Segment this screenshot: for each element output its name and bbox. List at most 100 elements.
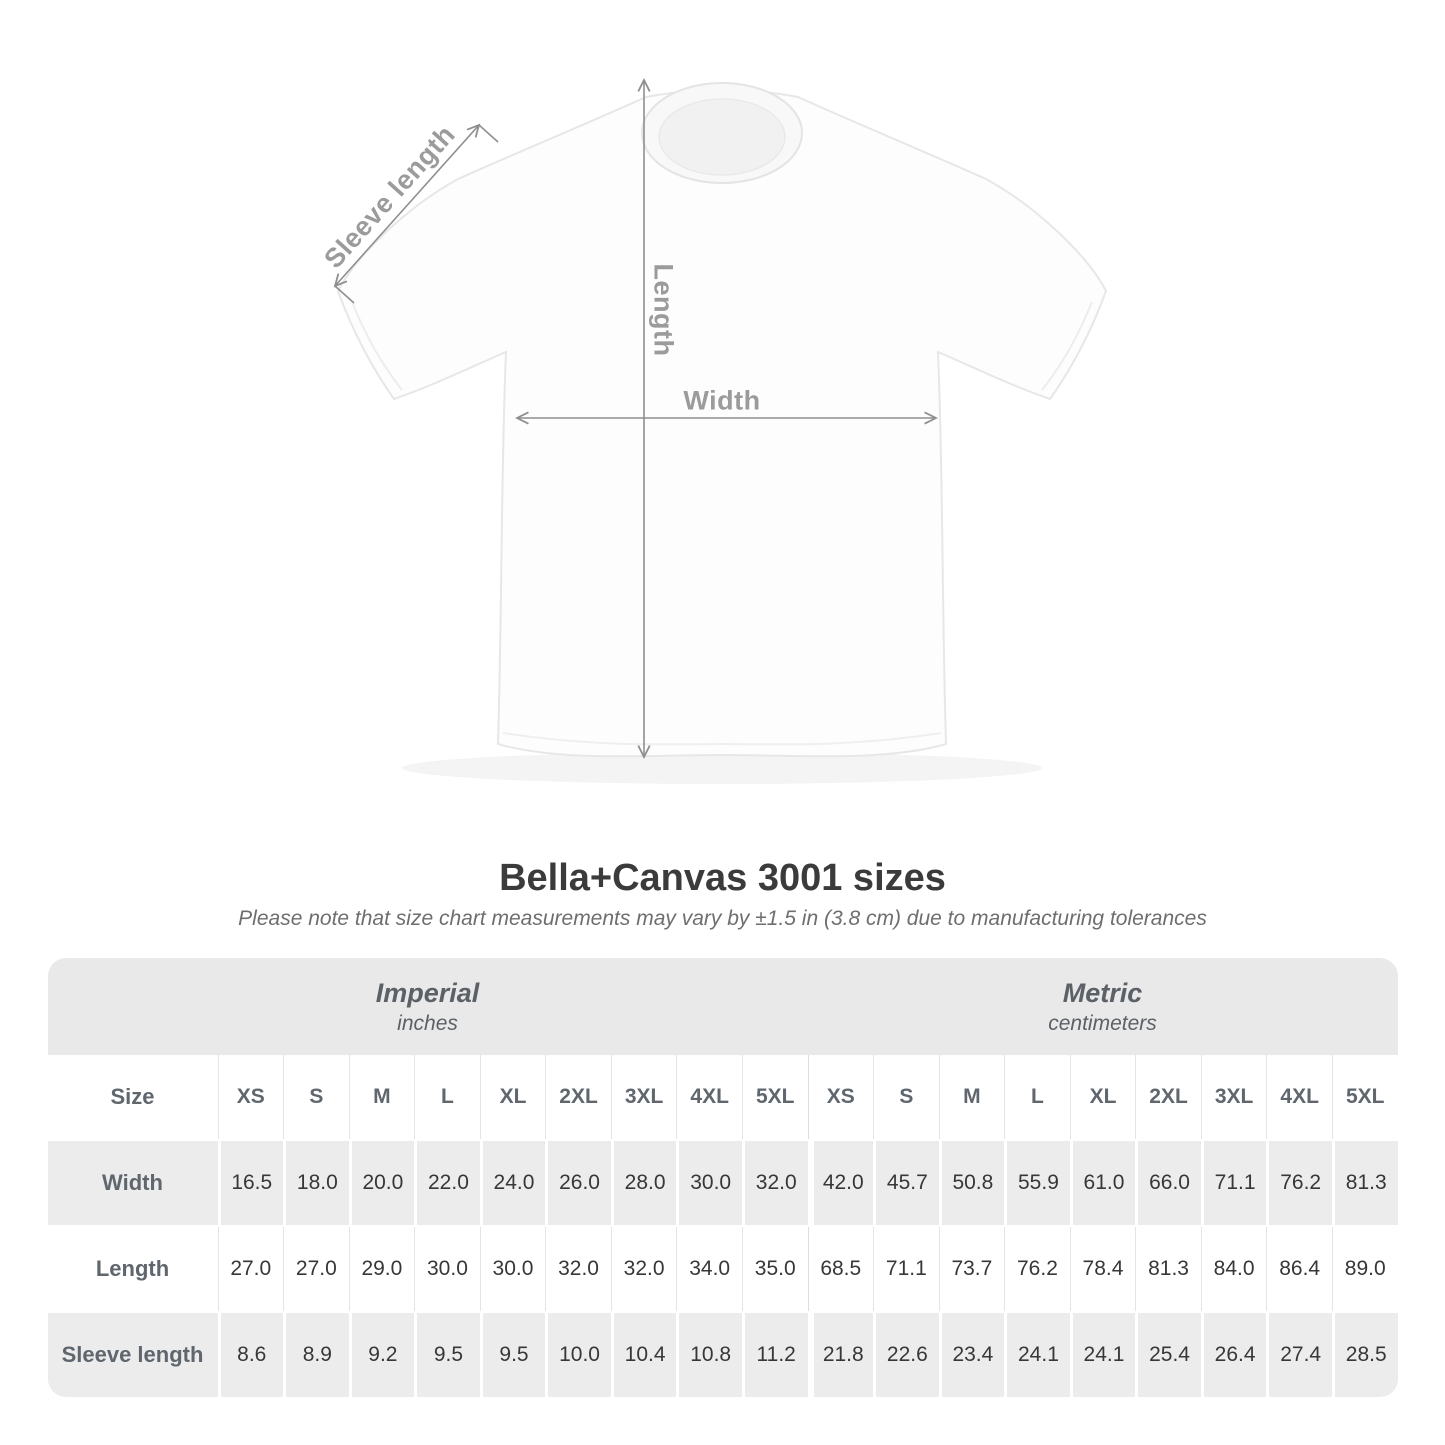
imperial-value-cell: 28.0 xyxy=(610,1141,677,1225)
metric-value-cell: 24.1 xyxy=(1004,1313,1070,1397)
measurement-row-label: Width xyxy=(47,1141,218,1225)
size-header-metric-xs: XS xyxy=(807,1055,874,1139)
sleeve-arrow-tick-top xyxy=(478,124,499,143)
size-column-label: Size xyxy=(47,1055,218,1139)
collar-opening xyxy=(658,98,786,176)
sleeve-length-arrow xyxy=(333,123,481,288)
unit-header-band: Imperial inches Metric centimeters xyxy=(47,958,1398,1055)
metric-value-cell: 71.1 xyxy=(873,1227,939,1311)
size-header-metric-2xl: 2XL xyxy=(1135,1055,1201,1139)
size-header-imperial-3xl: 3XL xyxy=(610,1055,677,1139)
size-header-imperial-m: M xyxy=(348,1055,415,1139)
imperial-title: Imperial xyxy=(375,977,480,1008)
metric-value-cell: 76.2 xyxy=(1004,1227,1070,1311)
metric-header: Metric centimeters xyxy=(808,958,1398,1055)
metric-value-cell: 23.4 xyxy=(938,1313,1005,1397)
metric-value-cell: 81.3 xyxy=(1135,1227,1201,1311)
imperial-value-cell: 35.0 xyxy=(741,1227,808,1311)
imperial-value-cell: 34.0 xyxy=(676,1227,742,1311)
imperial-value-cell: 10.4 xyxy=(610,1313,677,1397)
metric-value-cell: 55.9 xyxy=(1004,1141,1070,1225)
imperial-value-cell: 10.0 xyxy=(545,1313,611,1397)
imperial-value-cell: 32.0 xyxy=(545,1227,611,1311)
imperial-value-cell: 22.0 xyxy=(414,1141,480,1225)
measurement-row-label: Sleeve length xyxy=(47,1313,218,1397)
length-row: Length 27.0 27.0 29.0 30.0 30.0 32.0 32.0 34.0 35… xyxy=(47,1227,1398,1311)
imperial-value-cell: 27.0 xyxy=(283,1227,349,1311)
tolerance-note: Please note that size chart measurements… xyxy=(238,907,1207,930)
metric-value-cell: 78.4 xyxy=(1069,1227,1136,1311)
metric-title: Metric xyxy=(1062,977,1143,1008)
imperial-value-cell: 11.2 xyxy=(741,1313,808,1397)
length-label: Length xyxy=(648,263,679,357)
metric-value-cell: 42.0 xyxy=(807,1141,874,1225)
size-header-metric-xl: XL xyxy=(1069,1055,1136,1139)
width-label: Width xyxy=(683,385,761,416)
imperial-value-cell: 16.5 xyxy=(217,1141,284,1225)
metric-value-cell: 45.7 xyxy=(873,1141,939,1225)
metric-value-cell: 66.0 xyxy=(1135,1141,1201,1225)
imperial-value-cell: 9.5 xyxy=(479,1313,546,1397)
metric-value-cell: 68.5 xyxy=(807,1227,874,1311)
imperial-value-cell: 26.0 xyxy=(545,1141,611,1225)
sleeve-arrow-tick-bottom xyxy=(334,285,355,304)
metric-value-cell: 89.0 xyxy=(1331,1227,1398,1311)
imperial-value-cell: 24.0 xyxy=(479,1141,546,1225)
metric-unit: centimeters xyxy=(1048,1011,1157,1035)
size-header-metric-3xl: 3XL xyxy=(1200,1055,1267,1139)
size-header-imperial-2xl: 2XL xyxy=(545,1055,611,1139)
imperial-value-cell: 18.0 xyxy=(283,1141,349,1225)
metric-value-cell: 27.4 xyxy=(1266,1313,1332,1397)
metric-value-cell: 21.8 xyxy=(807,1313,874,1397)
size-header-metric-4xl: 4XL xyxy=(1266,1055,1332,1139)
imperial-unit: inches xyxy=(397,1011,458,1035)
imperial-header: Imperial inches xyxy=(48,958,808,1055)
shirt-shadow xyxy=(402,752,1042,784)
imperial-value-cell: 8.9 xyxy=(283,1313,349,1397)
size-header-metric-5xl: 5XL xyxy=(1331,1055,1398,1139)
imperial-value-cell: 30.0 xyxy=(414,1227,480,1311)
metric-value-cell: 28.5 xyxy=(1331,1313,1398,1397)
imperial-value-cell: 32.0 xyxy=(741,1141,808,1225)
imperial-value-cell: 20.0 xyxy=(348,1141,415,1225)
imperial-value-cell: 30.0 xyxy=(479,1227,546,1311)
imperial-value-cell: 29.0 xyxy=(348,1227,415,1311)
right-cuff-seam xyxy=(1041,301,1093,391)
shirt-body xyxy=(336,88,1108,758)
size-header-imperial-5xl: 5XL xyxy=(741,1055,808,1139)
size-header-imperial-l: L xyxy=(414,1055,480,1139)
imperial-value-cell: 30.0 xyxy=(676,1141,742,1225)
metric-value-cell: 86.4 xyxy=(1266,1227,1332,1311)
metric-value-cell: 24.1 xyxy=(1069,1313,1136,1397)
measurement-row-label: Length xyxy=(47,1227,218,1311)
sleeve-length-row: Sleeve length 8.6 8.9 9.2 9.5 9.5 10.0 10.4 10.8… xyxy=(47,1311,1398,1397)
metric-value-cell: 50.8 xyxy=(938,1141,1005,1225)
metric-value-cell: 73.7 xyxy=(938,1227,1005,1311)
t-shirt-graphic xyxy=(333,78,1108,784)
size-header-metric-l: L xyxy=(1004,1055,1070,1139)
size-header-imperial-4xl: 4XL xyxy=(676,1055,742,1139)
metric-value-cell: 71.1 xyxy=(1200,1141,1267,1225)
size-header-imperial-s: S xyxy=(283,1055,349,1139)
size-header-imperial-xl: XL xyxy=(479,1055,546,1139)
imperial-value-cell: 9.2 xyxy=(348,1313,415,1397)
imperial-value-cell: 9.5 xyxy=(414,1313,480,1397)
size-header-imperial-xs: XS xyxy=(217,1055,284,1139)
metric-value-cell: 22.6 xyxy=(873,1313,939,1397)
metric-value-cell: 81.3 xyxy=(1331,1141,1398,1225)
size-header-metric-s: S xyxy=(873,1055,939,1139)
imperial-value-cell: 8.6 xyxy=(217,1313,284,1397)
shirt-measurement-diagram: Sleeve length Length Width xyxy=(318,78,1108,784)
metric-value-cell: 76.2 xyxy=(1266,1141,1332,1225)
page-title: Bella+Canvas 3001 sizes xyxy=(499,857,946,899)
metric-value-cell: 26.4 xyxy=(1200,1313,1267,1397)
metric-value-cell: 61.0 xyxy=(1069,1141,1136,1225)
size-header-metric-m: M xyxy=(938,1055,1005,1139)
metric-value-cell: 84.0 xyxy=(1200,1227,1267,1311)
hem-seam xyxy=(502,732,942,746)
width-row: Width 16.5 18.0 20.0 22.0 24.0 26.0 28.0 30.0 32.… xyxy=(47,1139,1398,1227)
imperial-value-cell: 32.0 xyxy=(610,1227,677,1311)
left-cuff-seam xyxy=(351,301,403,391)
imperial-value-cell: 27.0 xyxy=(217,1227,284,1311)
